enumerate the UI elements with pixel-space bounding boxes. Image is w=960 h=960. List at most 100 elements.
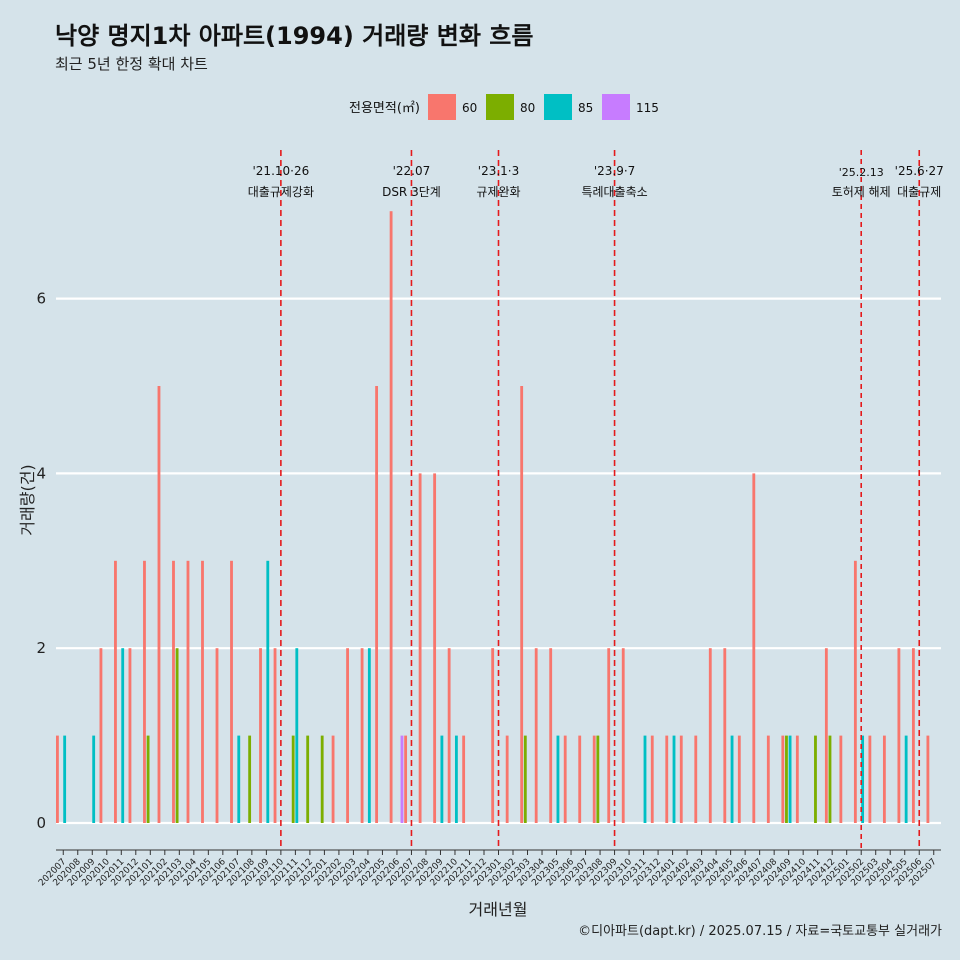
bar-202311-85 [643,735,647,823]
bar-202302-60 [505,735,509,823]
bar-202103-80 [175,648,179,823]
bar-202405-85 [730,735,734,823]
event-date-202301: '23.1·3 [478,164,519,178]
legend-swatch-60 [428,94,456,120]
bar-202203-60 [346,648,349,823]
bar-202110-60 [273,648,277,823]
bar-202407-60 [752,473,756,823]
bar-202305-60 [549,648,553,823]
bar-202401-60 [665,735,669,823]
bar-202507-60 [926,735,930,823]
bar-202505-60 [897,648,901,823]
chart-title: 낙양 명지1차 아파트(1994) 거래량 변화 흐름 [55,22,533,50]
chart-subtitle: 최근 5년 한정 확대 차트 [55,55,208,73]
bar-202102-60 [157,386,161,823]
x-axis-title: 거래년월 [469,900,528,919]
bar-202009-85 [92,735,96,823]
event-label-202309: 특례대출축소 [581,185,647,199]
legend-label-60: 60 [462,101,477,115]
bar-202204-85 [367,648,371,823]
bar-202409-60 [781,735,785,823]
bar-202304-60 [534,648,538,823]
bar-202111-80 [291,735,295,823]
bar-202206-60 [389,211,393,823]
bar-202409-80 [785,735,788,823]
bar-202208-60 [418,473,422,823]
bar-202408-60 [766,735,770,823]
event-label-202506: 대출규제 [897,185,941,199]
bar-202109-85 [266,560,270,823]
bar-202010-60 [99,648,103,823]
bar-202209-60 [433,473,437,823]
bar-202312-60 [650,735,654,823]
bar-202104-60 [186,560,190,823]
bar-202404-60 [708,648,712,823]
bar-202007-60 [56,735,59,823]
event-date-202309: '23.9·7 [594,164,635,178]
bar-202308-80 [596,735,600,823]
y-tick-label-0: 0 [36,814,46,832]
bar-202204-60 [360,648,364,823]
bar-202303-80 [523,735,527,823]
bar-202306-60 [563,735,567,823]
legend-label-85: 85 [578,101,593,115]
bar-202108-80 [248,735,252,823]
event-date-202506: '25.6·27 [895,164,944,178]
bar-202206-115 [400,735,404,823]
event-date-202207: '22.07 [393,164,431,178]
y-tick-label-2: 2 [36,639,46,657]
bar-202303-60 [520,386,524,823]
bar-202401-85 [672,735,676,823]
bar-202106-60 [215,648,219,823]
y-axis-title: 거래량(건) [18,464,37,535]
bar-202202-60 [331,735,335,823]
bar-202405-60 [723,648,727,823]
bar-202111-85 [295,648,299,823]
bar-202205-60 [375,386,379,823]
bar-202410-60 [795,735,799,823]
y-axis: 0 2 4 6 [36,290,46,832]
bar-202307-60 [578,735,582,823]
bar-202402-60 [679,735,683,823]
event-date-202110: '21.10·26 [253,164,310,178]
event-label-202207: DSR 3단계 [382,185,441,199]
bar-202409-85 [788,735,792,823]
x-axis: 2020072020082020092020102020112020122021… [37,849,941,888]
bar-202107-60 [230,560,233,823]
bar-202012-60 [128,648,132,823]
bar-202309-60 [607,648,611,823]
y-tick-label-6: 6 [36,290,46,308]
legend-label-115: 115 [636,101,659,115]
legend-swatch-115 [602,94,630,120]
legend: 전용면적(㎡) 60 80 85 115 [349,94,659,120]
bar-202007-85 [63,735,67,823]
bar-202504-60 [882,735,886,823]
bar-202411-80 [814,735,817,823]
event-markers: '21.10·26 대출규제강화 '22.07 DSR 3단계 '23.1·3 규제완화 '… [248,150,944,850]
bar-202406-60 [737,735,741,823]
bar-202308-60 [592,735,596,823]
bar-202502-60 [853,560,857,823]
bar-202011-85 [121,648,125,823]
bar-202506-60 [911,648,915,823]
bar-202502-85 [861,735,865,823]
caption: ©디아파트(dapt.kr) / 2025.07.15 / 자료=국토교통부 실… [578,924,942,939]
bar-202505-85 [904,735,908,823]
legend-label-80: 80 [520,101,535,115]
bar-202107-85 [237,735,241,823]
bar-202105-60 [201,560,204,823]
bar-202109-60 [259,648,262,823]
bar-202412-60 [824,648,828,823]
legend-swatch-85 [544,94,572,120]
bar-202201-80 [320,735,324,823]
bar-202103-60 [172,560,175,823]
bar-202301-60 [491,648,495,823]
bar-202209-85 [440,735,444,823]
bar-202310-60 [621,648,625,823]
bar-202207-60 [404,735,408,823]
event-label-202110: 대출규제강화 [248,185,314,199]
bar-202503-60 [868,735,872,823]
bar-202211-60 [462,735,466,823]
bars [56,211,930,823]
